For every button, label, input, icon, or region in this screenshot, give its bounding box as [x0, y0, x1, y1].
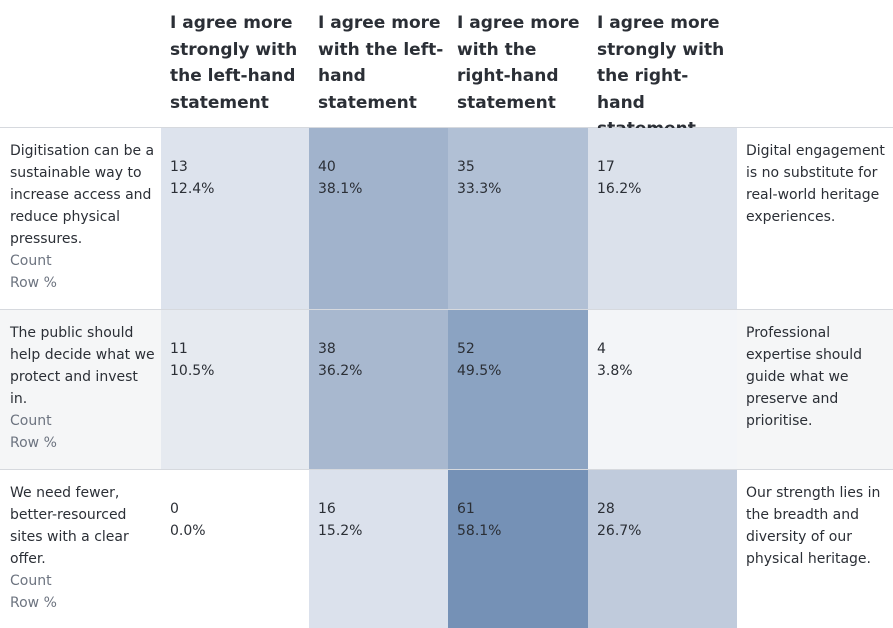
- cell-r3-c3-count: 61: [457, 501, 475, 517]
- cell-r3-c2: 16 15.2%: [309, 470, 448, 628]
- cell-r2-c4-pct: 3.8%: [597, 363, 633, 379]
- cell-r2-c4-count: 4: [597, 341, 606, 357]
- cell-r1-c2-pct: 38.1%: [318, 181, 363, 197]
- column-header-2: I agree more with the left-hand statemen…: [309, 0, 448, 128]
- cell-r3-c4-pct: 26.7%: [597, 523, 642, 539]
- cell-r2-c3-count: 52: [457, 341, 475, 357]
- row-3-left-statement: We need fewer, better-resourced sites wi…: [0, 470, 161, 628]
- row-2-pct-label: Row %: [10, 435, 57, 451]
- cell-r3-c4: 28 26.7%: [588, 470, 737, 628]
- header-corner: [0, 0, 161, 128]
- cell-r3-c2-count: 16: [318, 501, 336, 517]
- cell-r2-c2-pct: 36.2%: [318, 363, 363, 379]
- cell-r1-c3: 35 33.3%: [448, 128, 588, 310]
- cell-r1-c1: 13 12.4%: [161, 128, 309, 310]
- cell-r3-c3-pct: 58.1%: [457, 523, 502, 539]
- row-3-left-text: We need fewer, better-resourced sites wi…: [10, 485, 129, 567]
- cell-r2-c1-count: 11: [170, 341, 188, 357]
- cell-r2-c4: 4 3.8%: [588, 310, 737, 470]
- row-3-count-label: Count: [10, 573, 52, 589]
- cell-r3-c4-count: 28: [597, 501, 615, 517]
- row-1-left-text: Digitisation can be a sustainable way to…: [10, 143, 155, 247]
- cell-r3-c1: 0 0.0%: [161, 470, 309, 628]
- cell-r1-c3-pct: 33.3%: [457, 181, 502, 197]
- row-2-right-statement: Professional expertise should guide what…: [737, 310, 893, 470]
- cell-r1-c4: 17 16.2%: [588, 128, 737, 310]
- row-1-left-statement: Digitisation can be a sustainable way to…: [0, 128, 161, 310]
- row-3-right-statement: Our strength lies in the breadth and div…: [746, 485, 881, 567]
- row-2-count-label: Count: [10, 413, 52, 429]
- column-header-4: I agree more strongly with the right-han…: [588, 0, 737, 139]
- cell-r1-c2-count: 40: [318, 159, 336, 175]
- cell-r2-c2: 38 36.2%: [309, 310, 448, 470]
- row-1-right-statement: Digital engagement is no substitute for …: [737, 128, 893, 310]
- column-header-1: I agree more strongly with the left-hand…: [161, 0, 309, 128]
- header-right-blank: [737, 0, 893, 128]
- cell-r3-c1-count: 0: [170, 501, 179, 517]
- cell-r2-c2-count: 38: [318, 341, 336, 357]
- row-2-left-statement: The public should help decide what we pr…: [0, 310, 161, 470]
- row-2-left-text: The public should help decide what we pr…: [10, 325, 155, 407]
- cell-r3-c3: 61 58.1%: [448, 470, 588, 628]
- cell-r1-c4-count: 17: [597, 159, 615, 175]
- row-1-count-label: Count: [10, 253, 52, 269]
- cell-r1-c1-pct: 12.4%: [170, 181, 215, 197]
- cell-r1-c3-count: 35: [457, 159, 475, 175]
- cell-r2-c3-pct: 49.5%: [457, 363, 502, 379]
- column-header-3: I agree more with the right-hand stateme…: [448, 0, 588, 128]
- cell-r1-c4-pct: 16.2%: [597, 181, 642, 197]
- cell-r2-c1-pct: 10.5%: [170, 363, 215, 379]
- cell-r3-c1-pct: 0.0%: [170, 523, 206, 539]
- cell-r1-c1-count: 13: [170, 159, 188, 175]
- cell-r2-c1: 11 10.5%: [161, 310, 309, 470]
- cell-r2-c3: 52 49.5%: [448, 310, 588, 470]
- row-3-pct-label: Row %: [10, 595, 57, 611]
- row-1-pct-label: Row %: [10, 275, 57, 291]
- cell-r3-c2-pct: 15.2%: [318, 523, 363, 539]
- cell-r1-c2: 40 38.1%: [309, 128, 448, 310]
